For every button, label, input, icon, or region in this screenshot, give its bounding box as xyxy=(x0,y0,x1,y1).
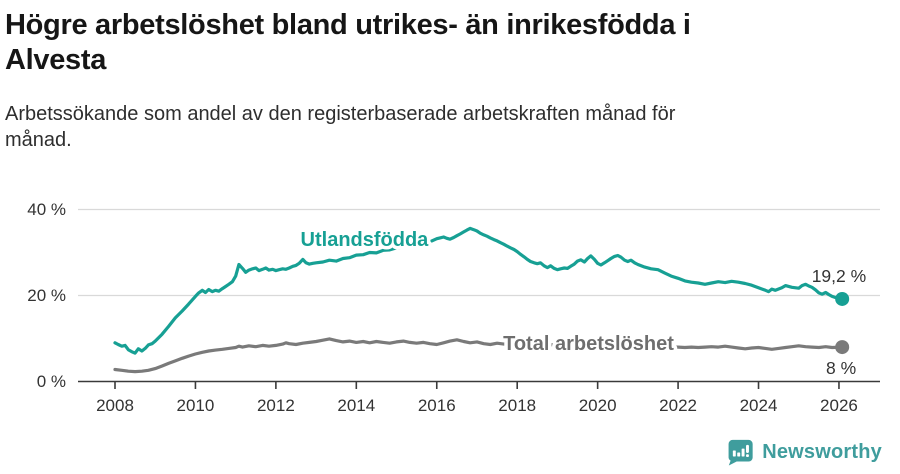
y-tick-label: 20 % xyxy=(27,286,66,305)
chart-header: Högre arbetslöshet bland utrikes- än inr… xyxy=(5,0,880,154)
x-tick-label: 2012 xyxy=(257,396,295,415)
x-tick-label: 2008 xyxy=(96,396,134,415)
subtitle-line-2: månad. xyxy=(5,129,72,152)
y-tick-label: 0 % xyxy=(37,372,66,391)
series-line-utlandsfodda xyxy=(113,226,844,355)
newsworthy-logo-icon xyxy=(728,439,753,466)
series-label-total: Total arbetslöshet xyxy=(503,333,674,355)
y-tick-label: 40 % xyxy=(27,200,66,219)
end-value-label-total: 8 % xyxy=(826,358,856,378)
x-tick-label: 2026 xyxy=(820,396,858,415)
subtitle-line-1: Arbetssökande som andel av den registerb… xyxy=(5,102,676,125)
x-tick-label: 2022 xyxy=(659,396,697,415)
title-line-2: Alvesta xyxy=(5,44,107,77)
series-end-dot-utlandsfodda xyxy=(835,291,850,306)
end-value-label-utlandsfodda: 19,2 % xyxy=(812,266,866,286)
x-tick-label: 2014 xyxy=(337,396,375,415)
chart-subtitle: Arbetssökande som andel av den registerb… xyxy=(5,101,880,154)
series-label-utlandsfodda: Utlandsfödda xyxy=(301,229,430,251)
x-tick-label: 2018 xyxy=(498,396,536,415)
brand-footer: Newsworthy xyxy=(727,438,882,466)
chart-canvas: 0 % 20 % 40 % 2008 2010 2012 2014 2016 2018 2020 2… xyxy=(27,200,880,415)
page-title: Högre arbetslöshet bland utrikes- än inr… xyxy=(5,8,880,79)
line-chart: 0 % 20 % 40 % 2008 2010 2012 2014 2016 2018 2020 2… xyxy=(0,185,900,430)
x-tick-label: 2020 xyxy=(579,396,617,415)
series-end-dot-total xyxy=(835,340,850,355)
title-line-1: Högre arbetslöshet bland utrikes- än inr… xyxy=(5,9,691,41)
x-tick-label: 2024 xyxy=(740,396,778,415)
series-line-total xyxy=(113,337,844,374)
x-tick-label: 2010 xyxy=(177,396,215,415)
brand-name: Newsworthy xyxy=(762,440,882,463)
x-tick-label: 2016 xyxy=(418,396,456,415)
